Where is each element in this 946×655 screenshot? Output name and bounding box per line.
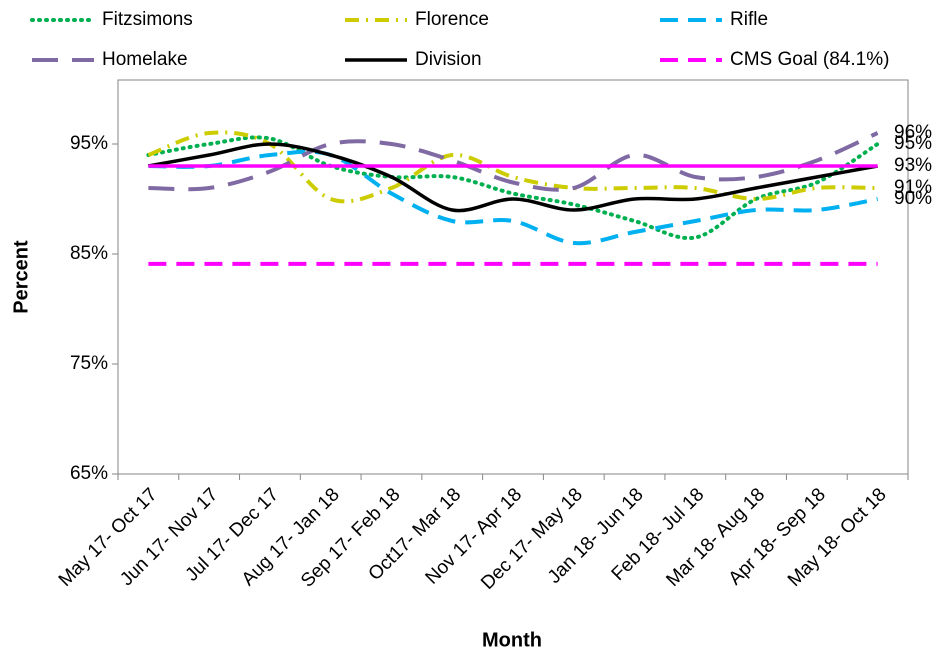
series-line: [146, 135, 880, 241]
data-label: 91%: [894, 177, 932, 198]
y-tick-label: 95%: [70, 133, 108, 154]
legend-label: Fitzsimons: [102, 9, 193, 30]
legend-label: Division: [415, 49, 482, 70]
data-label: 95%: [894, 133, 932, 154]
y-tick-label: 65%: [70, 463, 108, 484]
x-axis-label: Month: [482, 629, 542, 651]
legend-label: Florence: [415, 9, 489, 30]
plot-area: [117, 79, 909, 475]
y-tick-label: 85%: [70, 243, 108, 264]
series-line: [148, 142, 878, 213]
y-tick-label: 75%: [70, 353, 108, 374]
series-line: [148, 131, 879, 192]
y-axis-label: Percent: [10, 240, 32, 314]
data-label: 96%: [894, 122, 932, 143]
data-label: 90%: [894, 188, 932, 209]
series-line: [148, 149, 878, 246]
data-label: 93%: [894, 155, 932, 176]
legend-label: Rifle: [730, 9, 768, 30]
legend-label: CMS Goal (84.1%): [730, 49, 889, 70]
legend-label: Homelake: [102, 49, 188, 70]
